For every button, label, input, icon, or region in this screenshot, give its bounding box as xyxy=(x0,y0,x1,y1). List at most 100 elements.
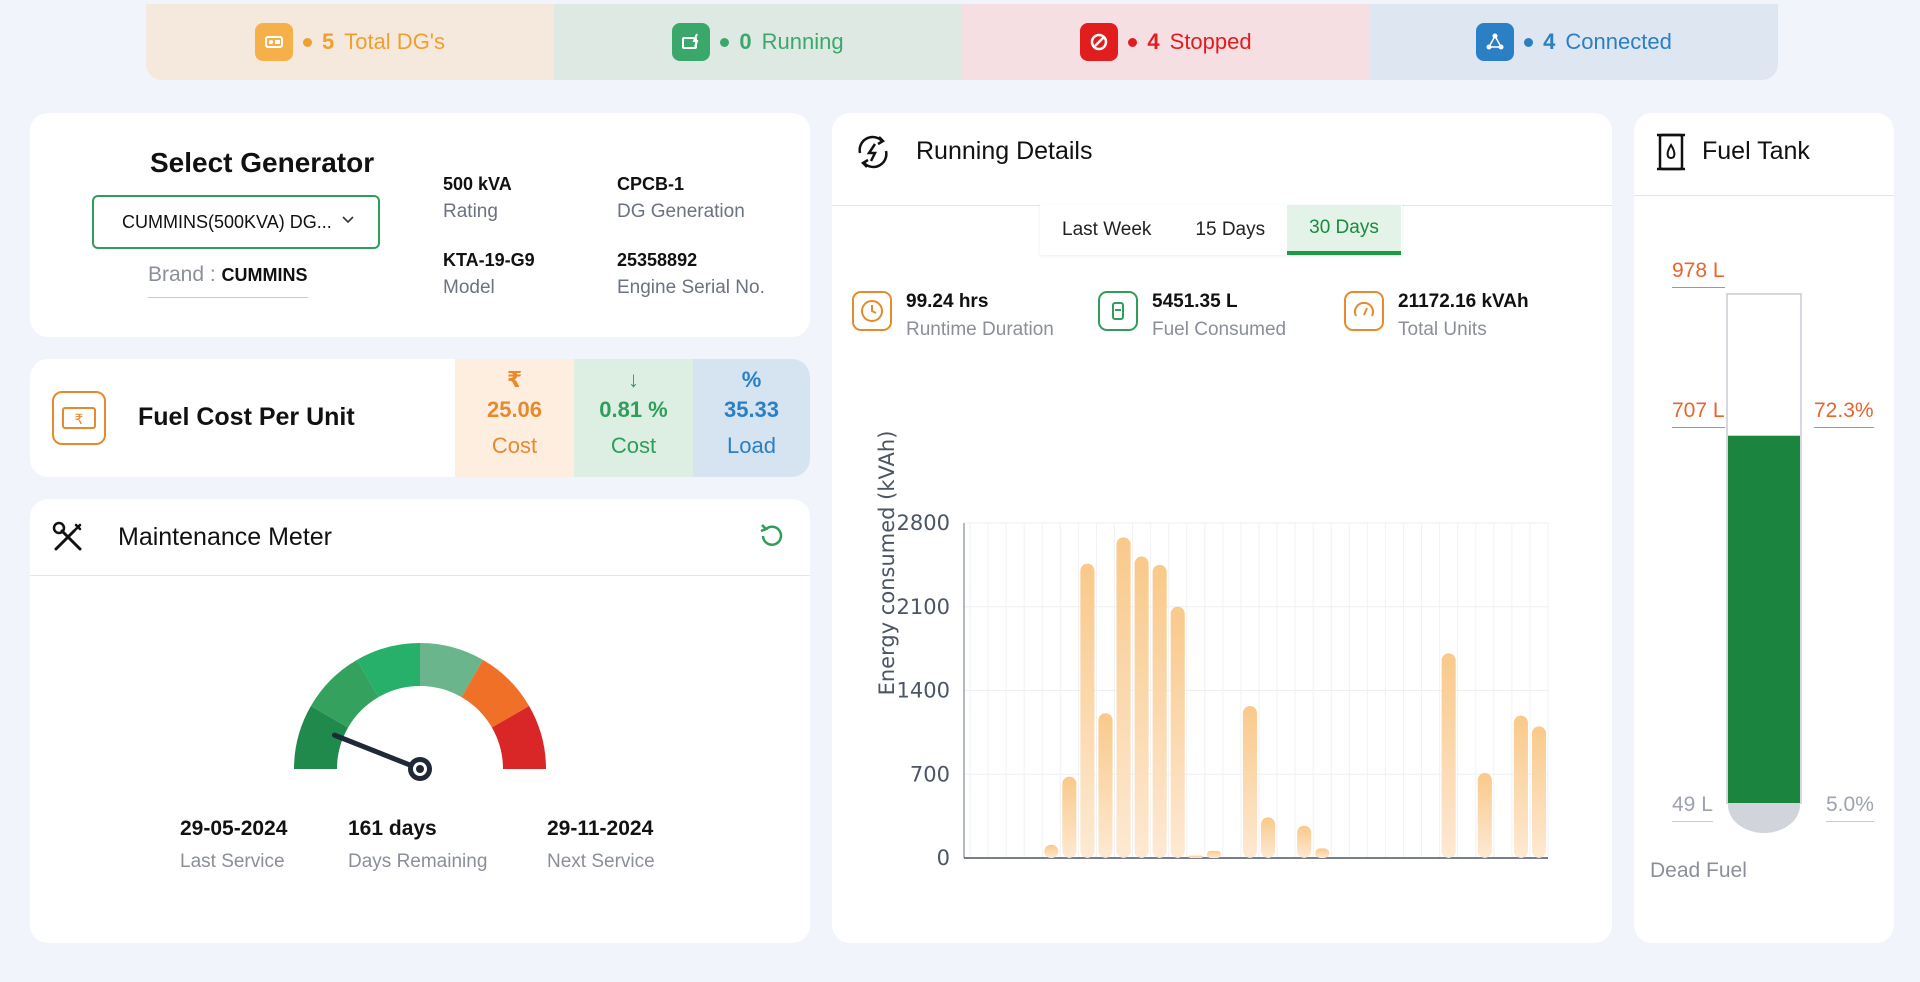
days-remaining-value: 161 days xyxy=(348,817,437,840)
next-service: 29-11-2024 Next Service xyxy=(547,817,655,873)
gauge-needle xyxy=(331,732,423,772)
maintenance-gauge xyxy=(294,643,546,781)
fuel-tank-title: Fuel Tank xyxy=(1702,137,1810,165)
fuel-consumed-label: Fuel Consumed xyxy=(1152,319,1287,340)
last-service: 29-05-2024 Last Service xyxy=(180,817,287,873)
chart-bar[interactable] xyxy=(1441,653,1456,858)
chart-bar[interactable] xyxy=(1098,713,1113,858)
days-remaining: 161 days Days Remaining xyxy=(348,817,487,873)
status-running[interactable]: 0 Running xyxy=(554,4,962,80)
fuel-cost-value: 25.06 xyxy=(486,397,543,422)
status-dot xyxy=(1128,37,1138,47)
chart-bar[interactable] xyxy=(1188,855,1203,858)
chart-bar[interactable] xyxy=(1315,848,1330,858)
chart-y-axis-label: Energy consumed (kVAh) xyxy=(875,431,899,696)
gauge-segment xyxy=(461,659,530,728)
y-tick-label: 1400 xyxy=(897,679,950,703)
fuel-cost-label: Cost xyxy=(491,433,538,458)
percent-icon: % xyxy=(741,367,762,392)
gauge-segment xyxy=(357,643,420,698)
dead-fuel-label: Dead Fuel xyxy=(1650,859,1747,882)
total-dgs-label: Total DG's xyxy=(344,29,446,54)
tools-icon xyxy=(52,521,82,551)
running-details-title: Running Details xyxy=(916,137,1093,165)
network-icon xyxy=(1476,23,1515,61)
dead-fuel-zone xyxy=(1728,803,1800,833)
brand-info: Brand : CUMMINS xyxy=(148,263,308,298)
energy-chart: 2800 2100 1400 700 0 Energy consumed (kVAh) xyxy=(875,431,1549,870)
spec-value: 25358892 xyxy=(617,250,698,270)
generator-icon xyxy=(254,23,293,61)
y-tick-label: 0 xyxy=(937,846,950,870)
chart-bar[interactable] xyxy=(1062,776,1077,858)
spec-value: 500 kVA xyxy=(443,174,512,194)
tab-last-week[interactable]: Last Week xyxy=(1062,219,1152,240)
fuel-cost-value-cost: ₹ 25.06 Cost xyxy=(455,359,574,477)
brand-value: CUMMINS xyxy=(221,265,308,285)
chart-bar[interactable] xyxy=(1080,563,1095,858)
generator-select[interactable]: CUMMINS(500KVA) DG... xyxy=(92,195,380,249)
next-service-date: 29-11-2024 xyxy=(547,817,654,840)
clock-icon xyxy=(852,291,892,331)
total-units-label: Total Units xyxy=(1398,319,1487,340)
load-label: Load xyxy=(727,433,776,458)
period-tabs: Last Week 15 Days 30 Days xyxy=(1040,205,1402,255)
fuel-cost-change-label: Cost xyxy=(610,433,657,458)
rupee-icon: ₹ xyxy=(506,367,523,392)
metric-runtime: 99.24 hrs Runtime Duration xyxy=(852,291,1054,341)
spec-label: Engine Serial No. xyxy=(617,277,765,298)
svg-text:₹: ₹ xyxy=(75,412,84,428)
status-stopped[interactable]: 4 Stopped xyxy=(962,4,1370,80)
spec-label: DG Generation xyxy=(617,201,745,222)
next-service-label: Next Service xyxy=(547,851,655,872)
spec-label: Rating xyxy=(443,201,498,222)
spec-label: Model xyxy=(443,277,495,298)
power-cycle-icon xyxy=(858,135,888,169)
runtime-label: Runtime Duration xyxy=(906,319,1054,340)
fuel-cost-card: ₹ Fuel Cost Per Unit ₹ 25.06 Cost ↓ 0.81… xyxy=(30,359,810,477)
maintenance-title: Maintenance Meter xyxy=(118,523,333,551)
connected-count: 4 xyxy=(1543,29,1556,54)
chart-bar[interactable] xyxy=(1513,715,1528,858)
fuel-cost-change-value: 0.81 % xyxy=(599,397,668,422)
chart-bar[interactable] xyxy=(1477,773,1492,858)
divider xyxy=(1634,195,1894,196)
tab-30-days[interactable]: 30 Days xyxy=(1287,205,1401,255)
status-connected[interactable]: 4 Connected xyxy=(1370,4,1778,80)
chart-bar[interactable] xyxy=(1297,825,1312,858)
tab-15-days[interactable]: 15 Days xyxy=(1195,219,1266,240)
gauge-icon xyxy=(1344,291,1384,331)
running-generator-icon xyxy=(672,23,711,61)
spec-engine-serial: 25358892 Engine Serial No. xyxy=(617,250,765,299)
chart-bar[interactable] xyxy=(1206,850,1221,858)
status-dot xyxy=(1524,37,1534,47)
last-service-date: 29-05-2024 xyxy=(180,817,288,840)
chart-bar[interactable] xyxy=(1531,726,1547,858)
chart-bar[interactable] xyxy=(1152,564,1167,858)
status-total-dgs[interactable]: 5 Total DG's xyxy=(146,4,554,80)
arrow-down-icon: ↓ xyxy=(628,367,639,392)
chart-bar[interactable] xyxy=(1134,556,1149,859)
gauge-segment xyxy=(420,643,483,698)
chevron-down-icon xyxy=(342,216,354,224)
fuel-cost-load: % 35.33 Load xyxy=(693,359,810,477)
chart-bar[interactable] xyxy=(1242,706,1258,858)
fuel-can-icon xyxy=(1098,291,1138,331)
divider xyxy=(30,575,810,576)
fuel-consumed-value: 5451.35 L xyxy=(1152,291,1238,312)
spec-value: KTA-19-G9 xyxy=(443,250,535,270)
stopped-count: 4 xyxy=(1147,29,1160,54)
select-generator-title: Select Generator xyxy=(150,147,375,178)
fuel-tank-gauge xyxy=(1726,293,1802,833)
chart-bar[interactable] xyxy=(1116,537,1131,858)
dead-fuel-percent: 5.0% xyxy=(1826,793,1874,822)
fuel-tank-icon xyxy=(1657,133,1685,171)
chart-bar[interactable] xyxy=(1260,817,1276,858)
gauge-segment xyxy=(491,706,546,769)
refresh-icon[interactable] xyxy=(755,519,789,553)
status-dot xyxy=(302,37,312,47)
gauge-segment xyxy=(294,706,349,769)
metric-total-units: 21172.16 kVAh Total Units xyxy=(1344,291,1529,341)
chart-bar[interactable] xyxy=(1170,606,1185,858)
chart-bar[interactable] xyxy=(1044,844,1059,858)
